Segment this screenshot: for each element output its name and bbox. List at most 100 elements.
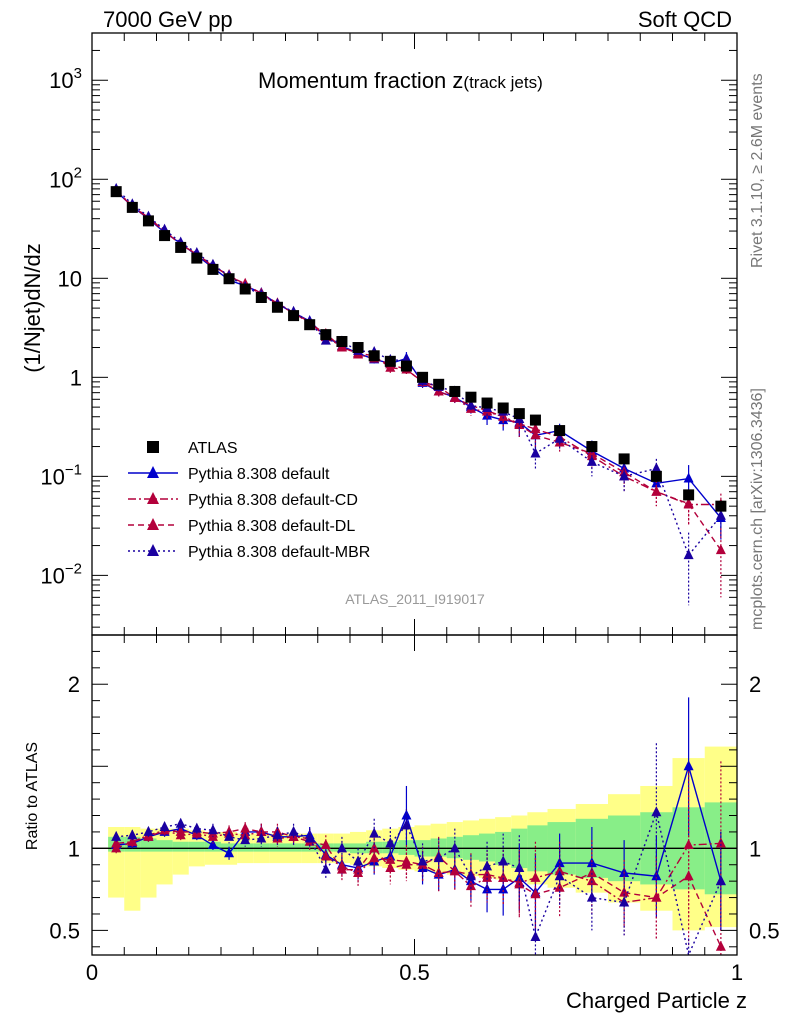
- atlas-data-point: [175, 241, 187, 253]
- ratio-series-point: [369, 852, 380, 863]
- ratio-series-point: [143, 825, 154, 836]
- ratio-series-point: [240, 834, 251, 845]
- legend-label: ATLAS: [188, 440, 238, 457]
- y-tick-label: 1: [70, 365, 82, 390]
- main-title: Momentum fraction z(track jets): [258, 68, 543, 93]
- ratio-series-point: [385, 862, 396, 873]
- atlas-data-point: [400, 360, 412, 372]
- atlas-data-point: [715, 500, 727, 512]
- y-axis-label: (1/Njet)dN/dz: [20, 243, 45, 373]
- main-series-point: [651, 485, 662, 496]
- main-series-point: [683, 549, 694, 560]
- legend-marker: [147, 466, 159, 478]
- ratio-series-point: [465, 880, 476, 891]
- header-energy-label: 7000 GeV pp: [103, 7, 233, 32]
- atlas-data-point: [683, 489, 695, 501]
- ratio-series-point: [336, 863, 347, 874]
- ratio-series-point: [175, 825, 186, 836]
- atlas-data-point: [417, 371, 429, 383]
- ratio-stat-band: [237, 843, 254, 852]
- ratio-tick-label-left: 0.5: [49, 918, 80, 943]
- atlas-data-point: [529, 414, 541, 426]
- ratio-series-point: [191, 822, 202, 833]
- ratio-tick-label-left: 1: [68, 836, 80, 861]
- ratio-series-pythia-8-308-default-mbr: [111, 743, 726, 958]
- atlas-data-point: [352, 342, 364, 354]
- ratio-series-point: [651, 806, 662, 817]
- ratio-series-point: [369, 827, 380, 838]
- x-tick-label: 0.5: [399, 960, 430, 985]
- ratio-series-point: [320, 863, 331, 874]
- ratio-series-line: [116, 829, 721, 904]
- ratio-panel: 2 21 10.5 0.50 0.5 1: [49, 33, 780, 985]
- atlas-data-point: [126, 201, 138, 213]
- ratio-series-point: [715, 875, 726, 886]
- main-series-atlas: [110, 186, 727, 512]
- rivet-version-label: Rivet 3.1.10, ≥ 2.6M events: [749, 73, 766, 268]
- atlas-data-point: [449, 385, 461, 397]
- ratio-series-point: [530, 888, 541, 899]
- y-tick-label: 10−2: [40, 560, 82, 588]
- ratio-series-point: [482, 883, 493, 894]
- atlas-data-point: [207, 263, 219, 275]
- atlas-data-point: [288, 310, 300, 322]
- main-series-point: [530, 423, 541, 434]
- legend-entry: Pythia 8.308 default-MBR: [128, 544, 370, 561]
- legend-label: Pythia 8.308 default-MBR: [188, 544, 370, 561]
- ratio-tick-label-right: 2: [749, 672, 761, 697]
- main-series-point: [715, 544, 726, 555]
- legend-entry: Pythia 8.308 default: [128, 466, 330, 483]
- ratio-series-point: [417, 855, 428, 866]
- ratio-series-point: [272, 829, 283, 840]
- ratio-total-band: [172, 828, 189, 875]
- ratio-series-point: [224, 847, 235, 858]
- ratio-tick-label-right: 1: [749, 836, 761, 861]
- atlas-data-point: [336, 336, 348, 348]
- y-tick-label: 102: [49, 164, 82, 192]
- main-series-pythia-8-308-default-dl: [111, 185, 726, 598]
- atlas-data-point: [481, 397, 493, 409]
- ratio-stat-band: [253, 843, 270, 852]
- ratio-series-point: [433, 852, 444, 863]
- ratio-stat-band: [301, 843, 318, 852]
- ratio-stat-band: [172, 841, 189, 852]
- atlas-data-point: [142, 215, 154, 227]
- ratio-series-point: [353, 855, 364, 866]
- ratio-stat-band: [462, 835, 479, 860]
- legend-label: Pythia 8.308 default: [188, 466, 330, 483]
- atlas-data-point: [223, 273, 235, 285]
- atlas-data-point: [497, 402, 509, 414]
- main-series-point: [498, 410, 509, 421]
- main-title-subscript: (track jets): [463, 73, 542, 92]
- atlas-data-point: [384, 355, 396, 367]
- ratio-series-point: [336, 842, 347, 853]
- ratio-series-point: [320, 839, 331, 850]
- main-title-text: Momentum fraction z: [258, 68, 463, 93]
- ratio-series-point: [111, 842, 122, 853]
- main-series-point: [715, 509, 726, 520]
- ratio-series-point: [240, 822, 251, 833]
- atlas-data-point: [191, 252, 203, 264]
- atlas-data-point: [110, 186, 122, 198]
- ratio-series-point: [111, 830, 122, 841]
- mcplots-source-label: mcplots.cern.ch [arXiv:1306.3436]: [749, 388, 766, 630]
- main-series-point: [619, 470, 630, 481]
- ratio-series-point: [401, 858, 412, 869]
- main-series-point: [586, 455, 597, 466]
- ratio-series-point: [715, 940, 726, 951]
- ratio-y-ticks: 2 2 1 1 0.5 0.5: [49, 650, 780, 948]
- header-process-label: Soft QCD: [638, 7, 732, 32]
- y-tick-label: 103: [49, 65, 82, 93]
- legend-label: Pythia 8.308 default-CD: [188, 492, 358, 509]
- ratio-tick-label-left: 2: [68, 672, 80, 697]
- atlas-data-point: [304, 319, 316, 331]
- ratio-series-point: [482, 860, 493, 871]
- main-series-point: [554, 432, 565, 443]
- atlas-data-point: [433, 378, 445, 390]
- ratio-series-point: [207, 824, 218, 835]
- atlas-data-point: [586, 441, 598, 453]
- ratio-series-point: [651, 891, 662, 902]
- ratio-series-point: [530, 930, 541, 941]
